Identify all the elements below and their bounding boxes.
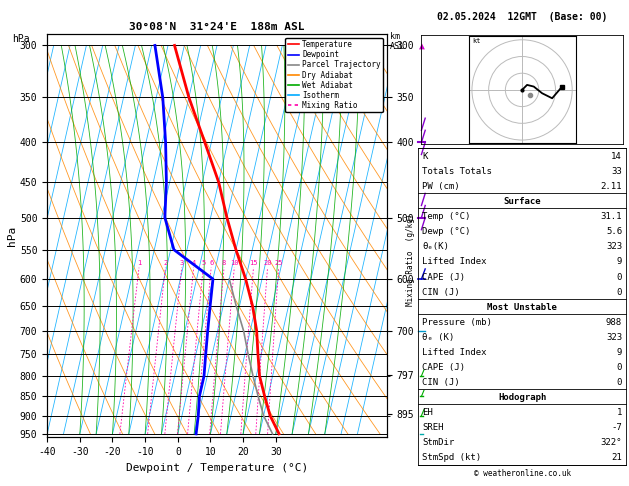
Text: StmSpd (kt): StmSpd (kt) <box>422 453 481 462</box>
Text: km
ASL: km ASL <box>390 32 405 51</box>
Text: Pressure (mb): Pressure (mb) <box>422 318 492 327</box>
Text: 323: 323 <box>606 243 622 251</box>
Text: 10: 10 <box>230 260 238 266</box>
Text: 5: 5 <box>201 260 205 266</box>
Text: 1: 1 <box>137 260 141 266</box>
X-axis label: Dewpoint / Temperature (°C): Dewpoint / Temperature (°C) <box>126 463 308 473</box>
Text: 02.05.2024  12GMT  (Base: 00): 02.05.2024 12GMT (Base: 00) <box>437 12 607 22</box>
Text: 21: 21 <box>611 453 622 462</box>
Text: Totals Totals: Totals Totals <box>422 167 492 176</box>
Text: Surface: Surface <box>503 197 541 206</box>
Text: θₑ(K): θₑ(K) <box>422 243 449 251</box>
Text: θₑ (K): θₑ (K) <box>422 333 454 342</box>
Text: 15: 15 <box>249 260 258 266</box>
Title: 30°08'N  31°24'E  188m ASL: 30°08'N 31°24'E 188m ASL <box>129 22 305 32</box>
Text: 323: 323 <box>606 333 622 342</box>
Text: Mixing Ratio  (g/kg): Mixing Ratio (g/kg) <box>406 214 415 306</box>
Text: CIN (J): CIN (J) <box>422 378 460 387</box>
Text: ▲: ▲ <box>418 40 425 51</box>
Text: hPa: hPa <box>13 34 30 44</box>
Text: CIN (J): CIN (J) <box>422 288 460 296</box>
Text: 9: 9 <box>616 348 622 357</box>
Text: Lifted Index: Lifted Index <box>422 258 487 266</box>
Text: SREH: SREH <box>422 423 443 432</box>
Text: 2.11: 2.11 <box>601 182 622 191</box>
Legend: Temperature, Dewpoint, Parcel Trajectory, Dry Adiabat, Wet Adiabat, Isotherm, Mi: Temperature, Dewpoint, Parcel Trajectory… <box>286 38 383 112</box>
Text: CAPE (J): CAPE (J) <box>422 273 465 281</box>
Text: kt: kt <box>472 38 481 44</box>
Text: © weatheronline.co.uk: © weatheronline.co.uk <box>474 469 571 478</box>
Text: 0: 0 <box>616 378 622 387</box>
Text: 3: 3 <box>179 260 184 266</box>
Text: Most Unstable: Most Unstable <box>487 303 557 312</box>
Text: 6: 6 <box>209 260 213 266</box>
Text: 5.6: 5.6 <box>606 227 622 236</box>
Text: Hodograph: Hodograph <box>498 393 546 402</box>
Text: K: K <box>422 152 428 161</box>
Text: Lifted Index: Lifted Index <box>422 348 487 357</box>
Text: 31.1: 31.1 <box>601 212 622 221</box>
Text: 0: 0 <box>616 363 622 372</box>
Text: 988: 988 <box>606 318 622 327</box>
Text: PW (cm): PW (cm) <box>422 182 460 191</box>
Text: 2: 2 <box>164 260 167 266</box>
Text: 9: 9 <box>616 258 622 266</box>
Text: 1: 1 <box>616 408 622 417</box>
Text: StmDir: StmDir <box>422 438 454 447</box>
Text: 0: 0 <box>616 288 622 296</box>
Text: 4: 4 <box>192 260 196 266</box>
Text: 25: 25 <box>274 260 283 266</box>
Text: 33: 33 <box>611 167 622 176</box>
Text: EH: EH <box>422 408 433 417</box>
Text: 8: 8 <box>222 260 226 266</box>
Text: 0: 0 <box>616 273 622 281</box>
Text: 322°: 322° <box>601 438 622 447</box>
Text: 20: 20 <box>264 260 272 266</box>
Text: CAPE (J): CAPE (J) <box>422 363 465 372</box>
Text: Temp (°C): Temp (°C) <box>422 212 470 221</box>
Y-axis label: hPa: hPa <box>7 226 17 246</box>
Text: -7: -7 <box>611 423 622 432</box>
Text: Dewp (°C): Dewp (°C) <box>422 227 470 236</box>
Text: 14: 14 <box>611 152 622 161</box>
